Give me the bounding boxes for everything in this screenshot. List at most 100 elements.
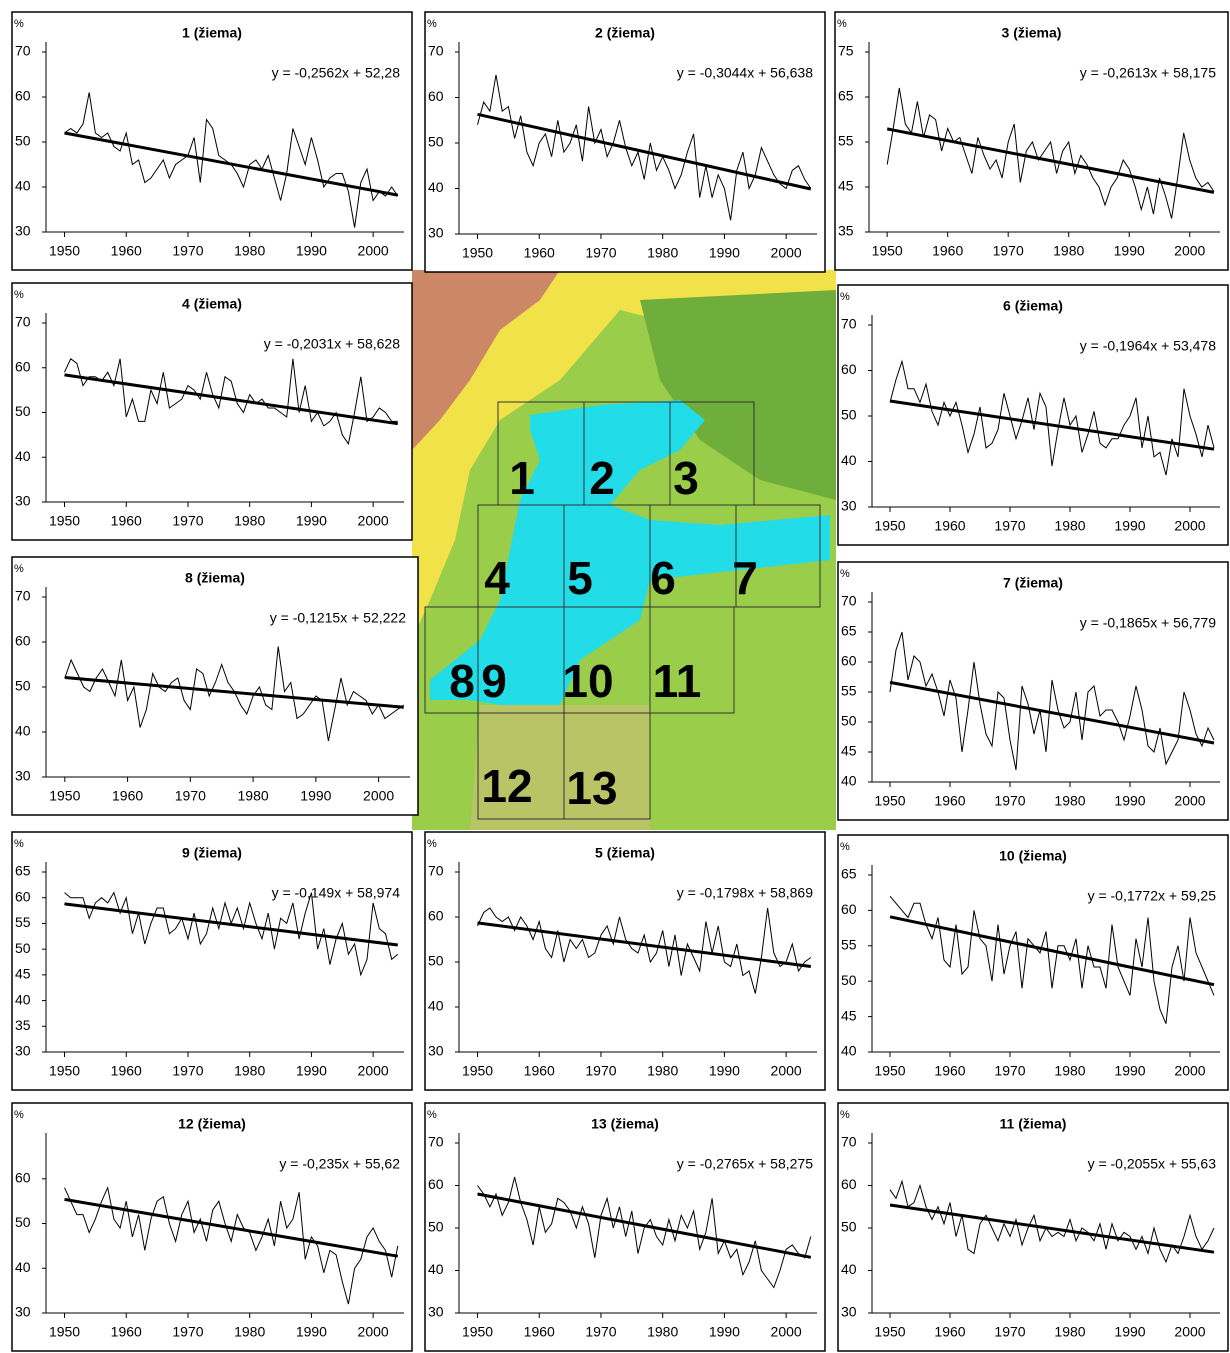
chart-title: 13 (žiema) [591,1116,659,1132]
x-tick-label: 1960 [934,518,965,534]
y-tick-label: 60 [841,361,857,377]
y-tick-label: 30 [841,1304,857,1320]
x-tick-label: 1990 [296,513,327,529]
region-label: 13 [566,762,617,814]
x-tick-label: 2000 [771,1324,802,1340]
x-tick-label: 1970 [585,245,616,261]
panel-frame [425,12,825,272]
y-tick-label: 60 [15,888,31,904]
x-tick-label: 1980 [647,245,678,261]
y-tick-label: 40 [841,452,857,468]
x-tick-label: 2000 [1174,1063,1205,1079]
equation: y = -0,1215x + 52,222 [270,610,406,626]
x-tick-label: 1950 [874,1063,905,1079]
region-label: 4 [484,552,510,604]
x-tick-label: 1970 [172,1324,203,1340]
y-axis-label: % [837,18,847,30]
panel-frame [12,283,412,540]
panel-frame [425,1103,825,1351]
y-tick-label: 60 [428,908,444,924]
x-tick-label: 1990 [1114,793,1145,809]
equation: y = -0,149x + 58,974 [272,885,401,901]
y-axis-label: % [14,838,24,850]
panel-frame [838,562,1228,820]
figure: 12345678910111213 1 (žiema)%304050607019… [0,0,1230,1353]
y-tick-label: 30 [428,1043,444,1059]
y-tick-label: 70 [428,43,444,59]
equation: y = -0,2055x + 55,63 [1088,1156,1217,1172]
y-tick-label: 30 [428,225,444,241]
y-tick-label: 60 [15,358,31,374]
chart-title: 5 (žiema) [595,845,655,861]
chart-title: 1 (žiema) [182,25,242,41]
x-tick-label: 1970 [994,518,1025,534]
x-tick-label: 1950 [49,1324,80,1340]
x-tick-label: 1970 [175,788,206,804]
y-tick-label: 30 [15,493,31,509]
y-tick-label: 55 [838,133,854,149]
y-tick-label: 50 [428,1219,444,1235]
equation: y = -0,1798x + 58,869 [677,885,813,901]
y-tick-label: 40 [428,1261,444,1277]
y-tick-label: 55 [15,914,31,930]
x-tick-label: 1970 [585,1063,616,1079]
y-tick-label: 50 [841,1219,857,1235]
x-tick-label: 1950 [874,793,905,809]
y-tick-label: 65 [838,88,854,104]
x-tick-label: 1970 [172,243,203,259]
y-tick-label: 70 [428,1134,444,1150]
chart-title: 8 (žiema) [185,570,245,586]
chart-title: 2 (žiema) [595,25,655,41]
x-tick-label: 1960 [524,245,555,261]
region-label: 9 [481,655,507,707]
y-axis-label: % [427,18,437,30]
chart-title: 9 (žiema) [182,845,242,861]
equation: y = -0,1865x + 56,779 [1080,615,1216,631]
y-tick-label: 50 [15,1214,31,1230]
y-tick-label: 40 [428,179,444,195]
y-tick-label: 30 [15,768,31,784]
x-tick-label: 2000 [358,1324,389,1340]
y-tick-label: 40 [428,998,444,1014]
panel-frame [12,832,412,1090]
y-tick-label: 60 [428,88,444,104]
y-tick-label: 70 [841,593,857,609]
y-tick-label: 70 [15,588,31,604]
x-tick-label: 1990 [1114,518,1145,534]
x-tick-label: 1990 [300,788,331,804]
y-axis-label: % [14,289,24,301]
x-tick-label: 1980 [1054,1063,1085,1079]
chart-title: 10 (žiema) [999,848,1067,864]
y-tick-label: 50 [15,678,31,694]
equation: y = -0,2613x + 58,175 [1080,65,1216,81]
chart-panel: 4 (žiema)%304050607019501960197019801990… [12,283,412,540]
region-label: 10 [562,655,613,707]
x-tick-label: 1960 [111,1324,142,1340]
y-tick-label: 40 [841,773,857,789]
chart-title: 7 (žiema) [1003,575,1063,591]
y-tick-label: 65 [841,866,857,882]
y-tick-label: 50 [428,134,444,150]
y-tick-label: 65 [15,863,31,879]
y-tick-label: 50 [841,972,857,988]
x-tick-label: 2000 [771,245,802,261]
y-tick-label: 70 [15,43,31,59]
x-tick-label: 1980 [1054,1324,1085,1340]
chart-panel: 10 (žiema)%40455055606519501960197019801… [838,835,1228,1090]
x-tick-label: 1970 [994,793,1025,809]
y-tick-label: 45 [841,743,857,759]
x-tick-label: 1950 [462,245,493,261]
x-tick-label: 1960 [934,1324,965,1340]
chart-panel: 12 (žiema)%30405060195019601970198019902… [12,1103,412,1351]
y-tick-label: 45 [15,966,31,982]
panel-frame [12,557,418,815]
y-tick-label: 50 [841,407,857,423]
equation: y = -0,2031x + 58,628 [264,336,400,352]
y-tick-label: 60 [15,633,31,649]
region-label: 11 [653,655,702,707]
y-tick-label: 55 [841,937,857,953]
x-tick-label: 2000 [1174,243,1205,259]
y-axis-label: % [427,1109,437,1121]
